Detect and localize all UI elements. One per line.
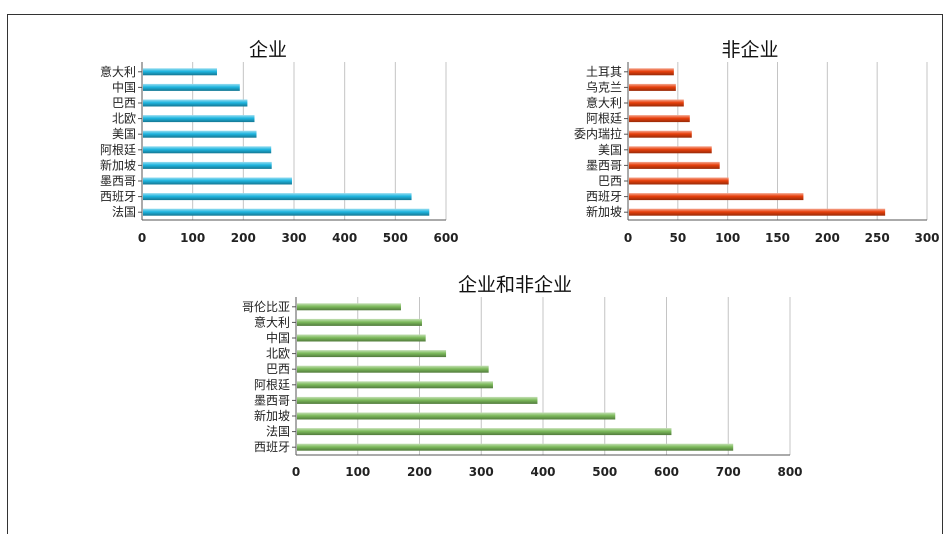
x-tick-label: 600 (654, 465, 679, 479)
bar (143, 99, 248, 107)
bar (629, 83, 676, 91)
x-tick-label: 500 (383, 231, 408, 245)
x-tick-label: 500 (592, 465, 617, 479)
x-tick-label: 0 (624, 231, 632, 245)
x-tick-label: 0 (292, 465, 300, 479)
bar (143, 208, 430, 216)
x-tick-label: 100 (180, 231, 205, 245)
category-label: 西班牙 (254, 440, 290, 454)
chart-1: 企业 0 100 200 300 400 500 600 意大利中国巴西北欧美国阿根廷新加坡墨西… (100, 39, 459, 245)
category-label: 意大利 (100, 64, 136, 79)
bar (629, 115, 690, 123)
bar (629, 68, 674, 76)
category-label: 中国 (112, 79, 136, 94)
category-label: 中国 (266, 330, 290, 345)
x-tick-label: 200 (231, 231, 256, 245)
bar (297, 412, 616, 420)
category-label: 巴西 (266, 362, 290, 376)
x-tick-label: 400 (332, 231, 357, 245)
x-tick-label: 200 (407, 465, 432, 479)
category-label: 西班牙 (100, 190, 136, 204)
chart-2: 非企业 0 50 100 150 200 250 300 土耳其乌克兰意大利阿根廷委内瑞拉美国墨… (574, 39, 940, 245)
x-tick-label: 300 (914, 231, 939, 245)
category-label: 阿根廷 (586, 112, 622, 126)
category-label: 巴西 (112, 96, 136, 110)
category-label: 新加坡 (586, 204, 622, 219)
x-tick-label: 800 (777, 465, 802, 479)
category-label: 法国 (112, 205, 136, 219)
category-label: 美国 (112, 127, 136, 141)
bar (297, 334, 426, 342)
category-label: 阿根廷 (254, 378, 290, 392)
category-label: 新加坡 (100, 157, 136, 172)
bar (629, 193, 804, 201)
x-tick-label: 600 (433, 231, 458, 245)
category-label: 北欧 (266, 347, 290, 361)
bar (143, 115, 255, 123)
bar (143, 146, 272, 154)
category-label: 墨西哥 (100, 174, 136, 188)
chart-title: 企业和非企业 (458, 274, 572, 296)
x-tick-label: 700 (716, 465, 741, 479)
bar (297, 443, 734, 451)
x-tick-label: 250 (865, 231, 890, 245)
chart-title: 非企业 (721, 39, 778, 61)
bar (297, 428, 672, 436)
category-label: 西班牙 (586, 190, 622, 204)
category-label: 北欧 (112, 112, 136, 126)
x-tick-label: 0 (138, 231, 146, 245)
category-label: 墨西哥 (586, 158, 622, 172)
bar (629, 146, 712, 154)
x-tick-label: 300 (469, 465, 494, 479)
bar (297, 365, 489, 373)
bar (629, 130, 692, 138)
category-label: 哥伦比亚 (242, 299, 290, 314)
bar (143, 130, 257, 138)
bar (297, 318, 422, 326)
category-label: 乌克兰 (586, 79, 622, 94)
bar (143, 161, 272, 169)
category-label: 法国 (266, 425, 290, 439)
bar (297, 303, 401, 311)
bar (629, 208, 886, 216)
bar (143, 177, 292, 185)
chart-title: 企业 (249, 39, 287, 61)
x-tick-label: 200 (815, 231, 840, 245)
category-label: 美国 (598, 143, 622, 157)
category-label: 阿根廷 (100, 143, 136, 157)
x-tick-label: 50 (669, 231, 686, 245)
x-tick-label: 100 (715, 231, 740, 245)
category-label: 意大利 (254, 314, 290, 329)
bar (297, 350, 447, 358)
bar (143, 193, 412, 201)
bar (629, 161, 720, 169)
category-label: 委内瑞拉 (574, 126, 622, 141)
bar (629, 177, 729, 185)
x-tick-label: 100 (345, 465, 370, 479)
bar (143, 68, 217, 76)
chart-3: 企业和非企业 0 100 200 300 400 500 600 700 800 哥伦比亚意大利中国… (242, 274, 803, 479)
bar (297, 396, 538, 404)
x-tick-label: 150 (765, 231, 790, 245)
category-label: 意大利 (586, 95, 622, 110)
category-label: 新加坡 (254, 408, 290, 423)
x-tick-label: 300 (281, 231, 306, 245)
figure-frame (7, 14, 943, 534)
bar (629, 99, 684, 107)
category-label: 土耳其 (586, 65, 622, 79)
category-label: 墨西哥 (254, 393, 290, 407)
bar (297, 381, 493, 389)
x-tick-label: 400 (530, 465, 555, 479)
category-label: 巴西 (598, 174, 622, 188)
bar (143, 83, 240, 91)
